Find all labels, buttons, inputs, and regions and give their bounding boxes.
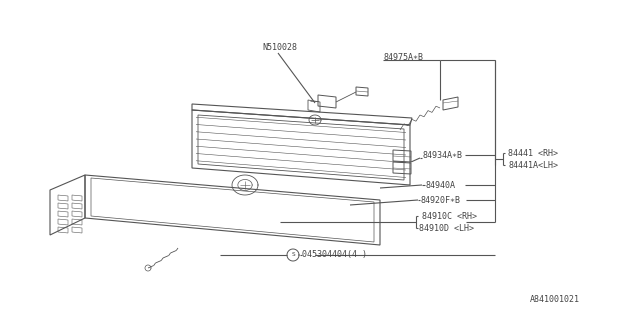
Text: S: S [291, 252, 295, 258]
Text: 84910C <RH>: 84910C <RH> [422, 212, 477, 220]
Text: 84910D <LH>: 84910D <LH> [419, 223, 474, 233]
Text: 84934A∗B: 84934A∗B [422, 150, 462, 159]
Text: 84441A<LH>: 84441A<LH> [508, 161, 558, 170]
Text: N510028: N510028 [262, 43, 297, 52]
Text: 045304404(4 ): 045304404(4 ) [302, 251, 367, 260]
Text: 84920F∗B: 84920F∗B [420, 196, 460, 204]
Text: 84441 <RH>: 84441 <RH> [508, 148, 558, 157]
Text: 84940A: 84940A [425, 180, 455, 189]
Text: A841001021: A841001021 [530, 295, 580, 305]
Text: 84975A∗B: 84975A∗B [383, 52, 423, 61]
